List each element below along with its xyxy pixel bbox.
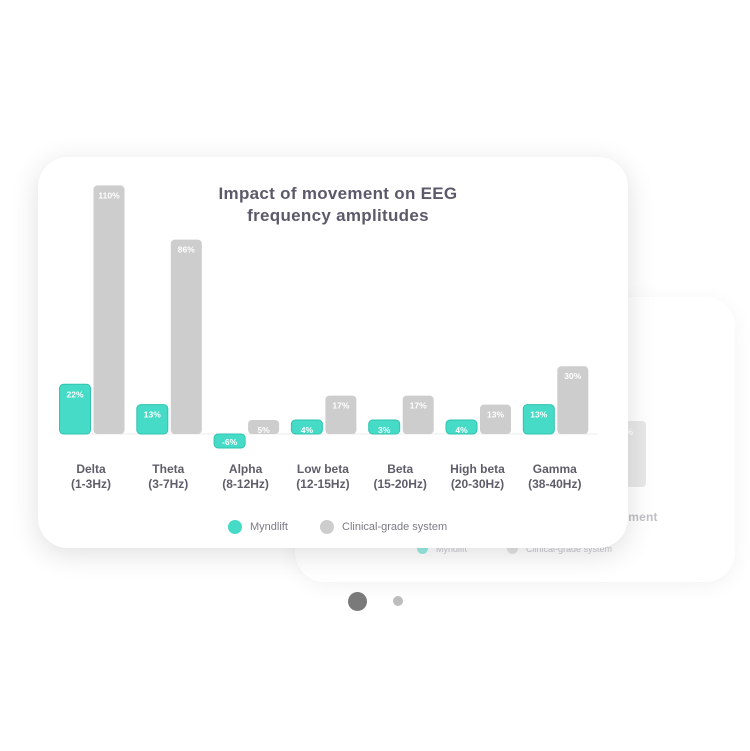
bar-clinical-2 xyxy=(248,420,280,434)
bar-label-clinical-6: 30% xyxy=(564,371,581,381)
bar-clinical-4 xyxy=(402,395,434,434)
bar-label-myndlift-4: 3% xyxy=(378,425,391,435)
back-legend-myndlift-label: Myndlift xyxy=(436,543,468,554)
back-legend-myndlift: Myndlift xyxy=(417,543,467,554)
back-legend-myndlift-swatch xyxy=(417,543,428,554)
category-label-5-0: High beta xyxy=(450,462,505,476)
chart-title: Impact of movement on EEG frequency ampl… xyxy=(218,184,458,225)
bar-clinical-1 xyxy=(170,239,202,434)
category-label-0-0: Delta xyxy=(76,462,106,476)
bar-myndlift-3 xyxy=(290,419,323,435)
category-label-3-0: Low beta xyxy=(297,462,349,476)
back-legend-clinical-label: Clinical-grade system xyxy=(526,543,613,554)
category-label-4-1: (15-20Hz) xyxy=(374,477,427,491)
bar-label-myndlift-0: 22% xyxy=(66,389,83,399)
bar-myndlift-5 xyxy=(445,419,478,435)
category-label-3-1: (12-15Hz) xyxy=(296,477,349,491)
bar-label-clinical-0: 110% xyxy=(98,190,120,200)
bar-label-myndlift-6: 13% xyxy=(530,410,547,420)
legend-clinical: Clinical-grade system xyxy=(320,520,447,534)
carousel-dot-1[interactable] xyxy=(348,592,367,611)
category-label-1-1: (3-7Hz) xyxy=(148,477,188,491)
bar-myndlift-4 xyxy=(368,419,401,435)
back-bar-label: % xyxy=(625,427,634,437)
legend-myndlift-label: Myndlift xyxy=(250,521,288,533)
legend-clinical-swatch xyxy=(320,520,334,534)
carousel-dot-2[interactable] xyxy=(393,596,403,606)
back-legend-clinical: Clinical-grade system xyxy=(507,543,612,554)
category-label-2-0: Alpha xyxy=(229,462,263,476)
bar-clinical-0 xyxy=(93,185,125,434)
category-label-4-0: Beta xyxy=(387,462,413,476)
bar-label-clinical-3: 17% xyxy=(332,401,349,411)
legend-clinical-label: Clinical-grade system xyxy=(342,521,448,533)
legend-myndlift-swatch xyxy=(228,520,242,534)
legend-myndlift: Myndlift xyxy=(228,520,288,534)
category-label-1-0: Theta xyxy=(152,462,184,476)
bar-clinical-3 xyxy=(325,395,357,434)
bar-chart: 22% 110% Delta(1-3Hz) 13% 86% Theta(3-7Hz) -6%… xyxy=(59,185,598,491)
bar-label-myndlift-1: 13% xyxy=(144,410,161,420)
bar-label-myndlift-3: 4% xyxy=(301,425,314,435)
bar-clinical-5 xyxy=(480,404,511,434)
bar-label-myndlift-5: 4% xyxy=(455,425,468,435)
bar-label-clinical-5: 13% xyxy=(487,410,504,420)
bar-clinical-6 xyxy=(557,366,589,434)
bar-label-clinical-2: 5% xyxy=(257,425,270,435)
bar-label-myndlift-2: -6% xyxy=(222,437,238,447)
category-label-6-0: Gamma xyxy=(533,462,577,476)
chart-card: Impact of movement on EEG frequency ampl… xyxy=(38,157,628,548)
bar-label-clinical-4: 17% xyxy=(410,401,427,411)
bar-myndlift-2 xyxy=(213,433,246,449)
bar-myndlift-6 xyxy=(522,404,555,435)
bar-myndlift-0 xyxy=(59,383,91,435)
bar-myndlift-1 xyxy=(136,404,169,435)
category-label-2-1: (8-12Hz) xyxy=(222,477,269,491)
back-legend-clinical-swatch xyxy=(507,543,518,554)
bar-label-clinical-1: 86% xyxy=(178,245,195,255)
category-label-6-1: (38-40Hz) xyxy=(528,477,581,491)
category-label-0-1: (1-3Hz) xyxy=(71,477,111,491)
category-label-5-1: (20-30Hz) xyxy=(451,477,504,491)
